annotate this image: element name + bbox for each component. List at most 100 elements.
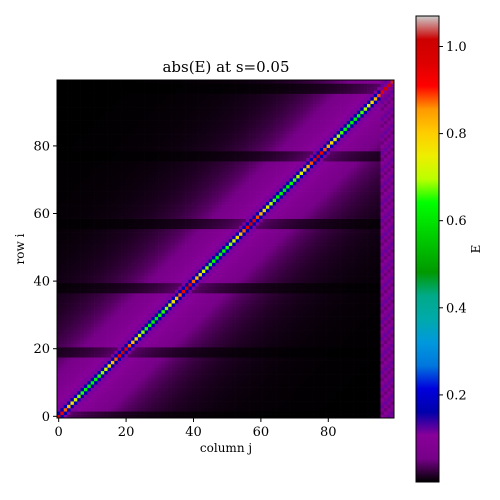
heatmap-cell <box>387 316 391 321</box>
heatmap-cell <box>292 252 297 257</box>
heatmap-cell <box>168 313 172 317</box>
heatmap-cell <box>107 272 112 277</box>
heatmap-cell <box>67 292 71 297</box>
heatmap-cell <box>242 377 247 382</box>
heatmap-cell <box>191 387 196 392</box>
heatmap-cell <box>353 313 358 317</box>
heatmap-cell <box>178 387 183 392</box>
heatmap-cell <box>63 296 68 301</box>
heatmap-cell <box>326 272 331 277</box>
heatmap-cell <box>313 319 317 324</box>
heatmap-cell <box>309 336 314 341</box>
heatmap-cell <box>205 265 209 270</box>
heatmap-cell <box>323 411 327 415</box>
heatmap-cell <box>333 309 338 314</box>
heatmap-cell <box>245 259 250 263</box>
heatmap-cell <box>77 390 81 395</box>
heatmap-cell <box>235 404 240 409</box>
heatmap-cell <box>131 394 135 399</box>
heatmap-cell <box>80 377 85 382</box>
heatmap-cell <box>380 404 385 409</box>
heatmap-cell <box>272 286 277 290</box>
heatmap-cell <box>326 357 331 361</box>
heatmap-cell <box>94 347 98 351</box>
heatmap-cell <box>235 374 240 378</box>
heatmap-cell <box>292 340 297 344</box>
heatmap-cell <box>161 252 166 257</box>
heatmap-cell <box>134 377 139 382</box>
heatmap-cell <box>370 319 375 324</box>
heatmap-cell <box>303 401 307 405</box>
heatmap-cell <box>168 380 172 385</box>
heatmap-cell <box>346 343 351 348</box>
heatmap-cell <box>255 347 260 351</box>
heatmap-cell <box>360 350 365 355</box>
heatmap-cell <box>185 255 189 260</box>
heatmap-cell <box>94 309 98 314</box>
heatmap-cell <box>319 336 324 341</box>
heatmap-cell <box>353 316 358 321</box>
heatmap-cell <box>282 289 287 294</box>
heatmap-cell <box>316 374 321 378</box>
heatmap-cell <box>222 336 226 341</box>
heatmap-cell <box>117 360 122 365</box>
heatmap-cell <box>94 276 98 280</box>
heatmap-cell <box>67 347 71 351</box>
heatmap-cell <box>329 407 334 412</box>
heatmap-cell <box>127 269 132 274</box>
heatmap-cell <box>363 353 368 358</box>
heatmap-cell <box>292 367 297 372</box>
heatmap-cell <box>218 401 223 405</box>
heatmap-cell <box>90 282 95 287</box>
heatmap-cell <box>97 276 102 280</box>
heatmap-cell <box>259 357 263 361</box>
heatmap-cell <box>343 347 348 351</box>
heatmap-cell <box>97 309 102 314</box>
heatmap-cell <box>303 370 307 375</box>
heatmap-cell <box>77 407 81 412</box>
heatmap-cell <box>222 259 226 263</box>
heatmap-cell <box>269 340 274 344</box>
heatmap-cell <box>259 306 263 311</box>
heatmap-cell <box>171 401 176 405</box>
heatmap-cell <box>205 401 209 405</box>
heatmap-cell <box>134 286 139 290</box>
heatmap-cell <box>185 384 189 388</box>
heatmap-cell <box>373 411 378 415</box>
heatmap-cell <box>360 299 365 304</box>
heatmap-cell <box>360 330 365 334</box>
heatmap-cell <box>90 401 95 405</box>
heatmap-cell <box>336 407 341 412</box>
heatmap-cell <box>188 289 193 294</box>
heatmap-cell <box>80 353 85 358</box>
heatmap-cell <box>178 319 183 324</box>
heatmap-cell <box>316 350 321 355</box>
heatmap-cell <box>127 404 132 409</box>
heatmap-cell <box>255 309 260 314</box>
heatmap-cell <box>218 269 223 274</box>
heatmap-cell <box>195 303 199 307</box>
heatmap-cell <box>151 404 156 409</box>
heatmap-cell <box>390 286 394 290</box>
heatmap-cell <box>134 347 139 351</box>
heatmap-cell <box>370 326 375 331</box>
heatmap-cell <box>80 387 85 392</box>
heatmap-cell <box>269 255 274 260</box>
heatmap-cell <box>164 363 169 368</box>
heatmap-cell <box>67 363 71 368</box>
heatmap-cell <box>276 360 280 365</box>
heatmap-cell <box>299 387 304 392</box>
heatmap-cell <box>383 323 388 328</box>
heatmap-cell <box>100 394 105 399</box>
heatmap-cell <box>286 269 290 274</box>
heatmap-cell <box>83 363 88 368</box>
heatmap-cell <box>94 292 98 297</box>
heatmap-cell <box>215 252 220 257</box>
heatmap-cell <box>255 330 260 334</box>
heatmap-cell <box>161 390 166 395</box>
heatmap-cell <box>276 404 280 409</box>
heatmap-cell <box>60 340 65 344</box>
heatmap-cell <box>67 330 71 334</box>
heatmap-cell <box>272 374 277 378</box>
heatmap-cell <box>296 350 300 355</box>
